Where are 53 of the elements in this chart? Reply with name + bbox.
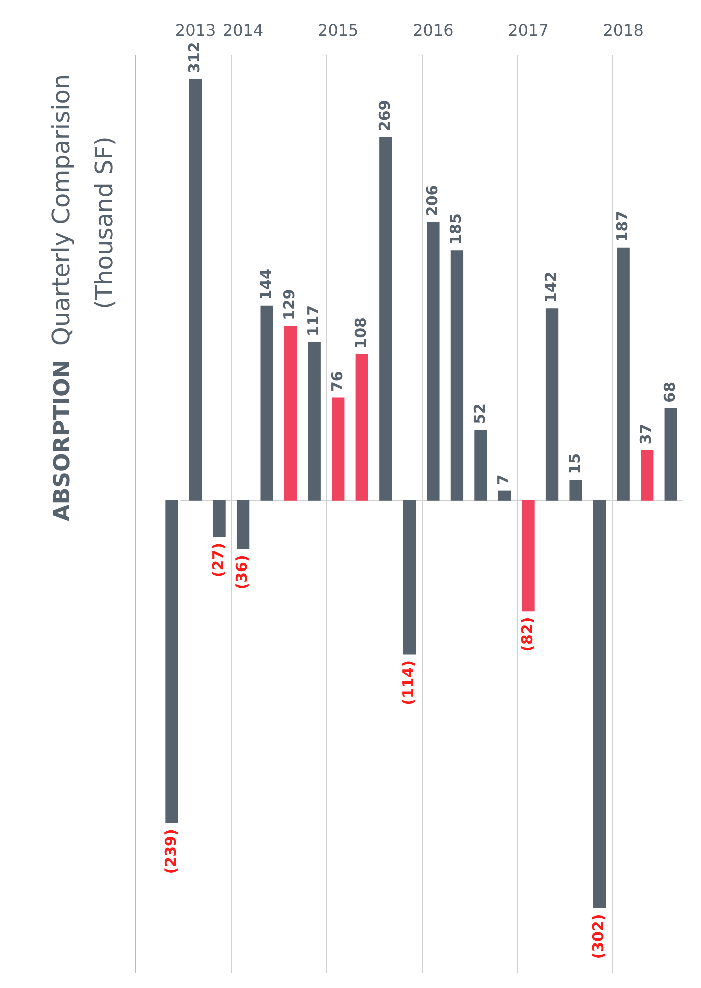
text: Quarterly Comparision (48, 74, 76, 346)
bar (450, 250, 464, 501)
bar (166, 500, 178, 824)
bar (284, 326, 298, 501)
data-label: (27) (209, 543, 228, 578)
bar (189, 79, 202, 501)
data-label: (114) (400, 660, 418, 706)
data-label: 142 (542, 272, 560, 303)
data-label: 37 (637, 424, 656, 445)
bar (593, 500, 606, 909)
data-label: 269 (376, 100, 394, 132)
data-label: 312 (186, 42, 204, 74)
bar (403, 500, 416, 655)
bar (641, 450, 654, 501)
x-tick-label: 2017 (508, 20, 549, 40)
bar (380, 137, 392, 501)
bar (213, 500, 226, 538)
bar (356, 354, 368, 501)
data-label: 108 (352, 318, 370, 349)
data-label: (36) (233, 555, 252, 590)
data-label: 15 (566, 453, 584, 474)
bar (427, 222, 440, 501)
bar (474, 430, 488, 501)
data-label: 187 (613, 210, 632, 242)
bar (308, 342, 321, 501)
data-label: (239) (162, 829, 180, 874)
data-label: 129 (280, 289, 299, 320)
x-tick-label: 2016 (413, 20, 454, 40)
data-label: 7 (494, 474, 513, 486)
bar (522, 500, 535, 612)
bar (664, 408, 678, 501)
y-axis-title: (Thousand SF) (90, 136, 120, 312)
data-label: 52 (470, 404, 489, 424)
data-label: 68 (661, 382, 680, 403)
x-tick-label: 2013 (175, 20, 216, 40)
bar (332, 398, 345, 501)
data-label: 76 (328, 371, 346, 392)
data-label: 206 (423, 185, 442, 217)
bar (617, 248, 630, 501)
data-label: 144 (256, 268, 275, 300)
data-label: (82) (518, 617, 536, 652)
data-label: (302) (590, 914, 608, 960)
text: ABSORPTION (50, 360, 76, 522)
bar (498, 490, 512, 501)
bar (570, 480, 582, 501)
x-tick-label: 2015 (318, 20, 359, 40)
data-label: 117 (304, 305, 322, 337)
data-label: 185 (447, 214, 466, 245)
bar (546, 308, 559, 501)
bar (236, 500, 250, 550)
x-tick-label: 2018 (603, 20, 644, 40)
bar (260, 306, 274, 501)
x-tick-label: 2014 (222, 20, 264, 40)
